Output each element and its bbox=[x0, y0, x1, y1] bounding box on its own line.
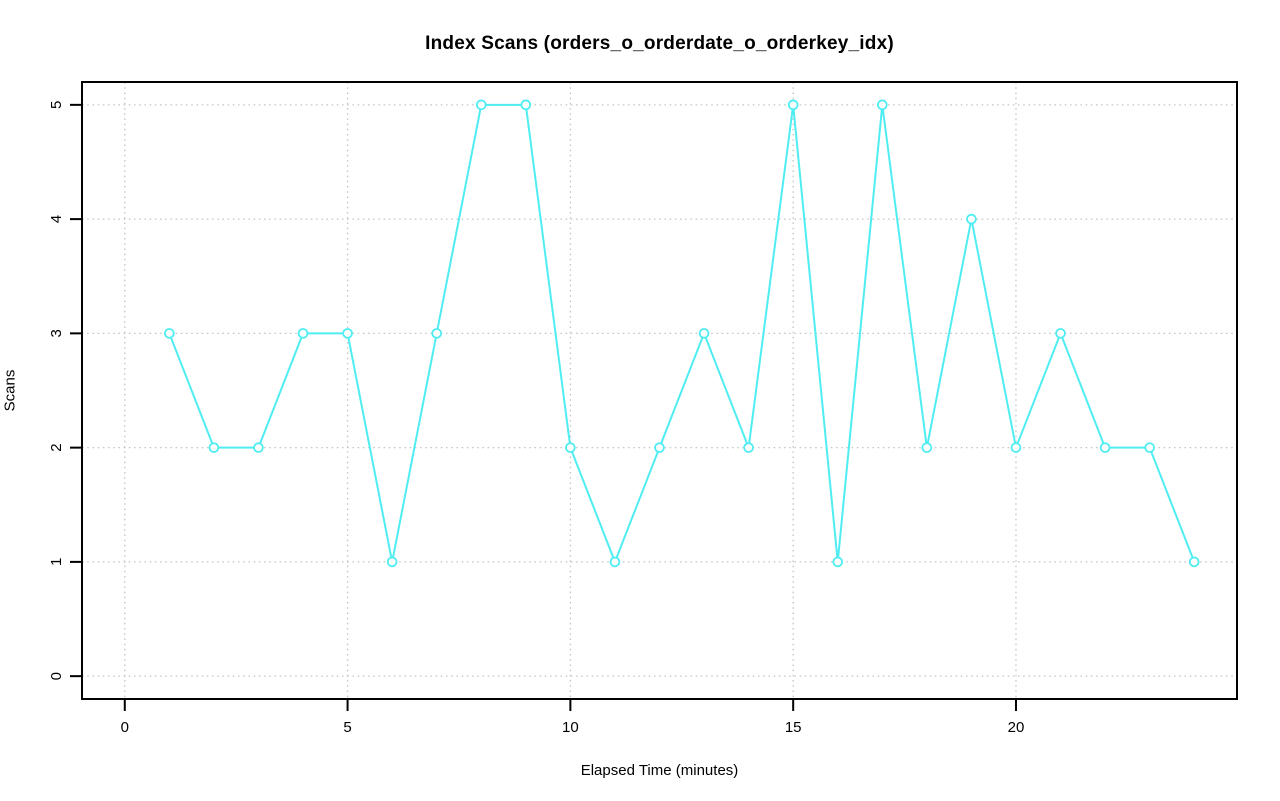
data-point-marker bbox=[565, 442, 576, 453]
y-tick-label: 4 bbox=[48, 215, 65, 223]
y-axis-label: Scans bbox=[1, 369, 19, 412]
data-point-marker bbox=[1144, 442, 1155, 453]
data-point-marker bbox=[253, 442, 264, 453]
data-point-marker bbox=[431, 328, 442, 339]
x-tick-label: 20 bbox=[1008, 719, 1025, 736]
plot-frame bbox=[81, 81, 1238, 700]
data-point-marker bbox=[1099, 442, 1111, 453]
y-tick-label: 0 bbox=[48, 672, 65, 680]
x-tick-label: 15 bbox=[785, 719, 802, 736]
data-point-marker bbox=[1188, 556, 1200, 568]
data-point-marker bbox=[609, 556, 621, 568]
series-line bbox=[168, 103, 1196, 563]
chart-title: Index Scans (orders_o_orderdate_o_orderk… bbox=[425, 33, 894, 54]
data-point-marker bbox=[297, 328, 309, 339]
data-point-marker bbox=[743, 442, 754, 453]
y-tick-label: 5 bbox=[48, 101, 65, 109]
x-axis-label: Elapsed Time (minutes) bbox=[580, 762, 739, 779]
data-point-marker bbox=[966, 213, 977, 225]
data-point-marker bbox=[342, 328, 353, 339]
data-point-marker bbox=[698, 328, 710, 339]
x-tick-label: 0 bbox=[121, 719, 129, 736]
x-tick-label: 5 bbox=[343, 719, 351, 736]
data-point-marker bbox=[877, 99, 888, 111]
data-point-marker bbox=[787, 99, 799, 111]
data-point-marker bbox=[1055, 328, 1066, 339]
data-point-marker bbox=[475, 99, 487, 111]
x-tick-label: 10 bbox=[562, 719, 579, 736]
data-point-marker bbox=[386, 556, 398, 568]
y-tick-label: 3 bbox=[48, 329, 65, 337]
data-point-marker bbox=[832, 556, 844, 568]
data-point-marker bbox=[164, 328, 175, 339]
data-point-marker bbox=[1010, 442, 1022, 453]
data-point-marker bbox=[921, 442, 933, 453]
data-point-marker bbox=[208, 442, 220, 453]
y-tick-label: 1 bbox=[48, 558, 65, 566]
data-point-marker bbox=[520, 99, 532, 111]
y-tick-label: 2 bbox=[48, 443, 65, 451]
data-point-marker bbox=[654, 442, 665, 453]
